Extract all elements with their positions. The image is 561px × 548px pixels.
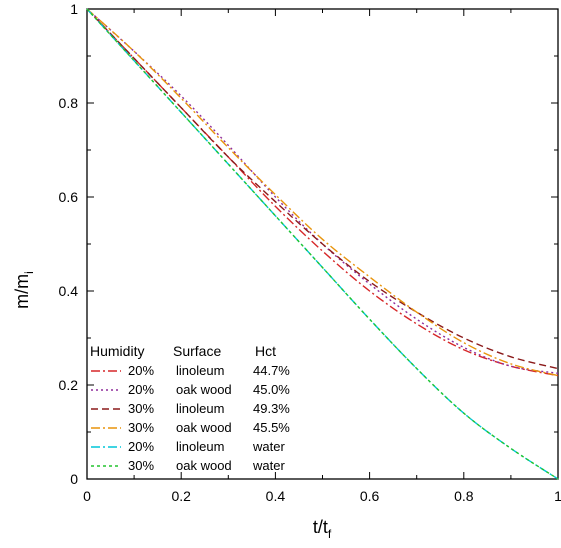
legend-hct: water: [252, 458, 285, 473]
x-tick-label: 1: [554, 488, 561, 504]
legend-header-surface: Surface: [173, 343, 221, 359]
legend-surface: oak wood: [176, 458, 232, 473]
legend-surface: linoleum: [176, 439, 224, 454]
legend-surface: oak wood: [176, 382, 232, 397]
y-tick-label: 1: [70, 1, 78, 17]
x-tick-label: 0.8: [454, 488, 474, 504]
x-tick-label: 0.2: [171, 488, 191, 504]
legend-hct: 44.7%: [253, 363, 290, 378]
legend-humidity: 20%: [128, 439, 154, 454]
legend-header-humidity: Humidity: [90, 343, 144, 359]
series-line-2: [86, 8, 559, 374]
y-axis-label: m/mi: [12, 271, 36, 309]
legend-hct: 45.0%: [253, 382, 290, 397]
legend-humidity: 20%: [128, 382, 154, 397]
x-tick-label: 0.4: [266, 488, 286, 504]
series-lines: [86, 8, 559, 480]
legend-humidity: 20%: [128, 363, 154, 378]
legend: Humidity Surface Hct 20% linoleum 44.7% 20%…: [90, 343, 290, 473]
y-tick-label: 0.8: [59, 95, 79, 111]
legend-hct: 45.5%: [253, 420, 290, 435]
y-tick-label: 0.6: [59, 189, 79, 205]
legend-surface: linoleum: [176, 401, 224, 416]
legend-surface: oak wood: [176, 420, 232, 435]
series-line-1: [86, 8, 559, 377]
legend-humidity: 30%: [128, 458, 154, 473]
y-tick-label: 0: [70, 471, 78, 487]
legend-hct: water: [252, 439, 285, 454]
x-tick-label: 0: [83, 488, 91, 504]
axis-ticks: [86, 8, 559, 480]
series-line-6: [86, 8, 559, 480]
tick-labels: 0 0.2 0.4 0.6 0.8 1 0 0.2 0.4 0.6 0.8 1: [59, 1, 561, 504]
series-line-4: [86, 8, 559, 377]
x-axis-label: t/tf: [313, 517, 332, 541]
x-tick-label: 0.6: [360, 488, 380, 504]
legend-header-hct: Hct: [255, 343, 276, 359]
y-tick-label: 0.4: [59, 283, 79, 299]
y-tick-label: 0.2: [59, 377, 79, 393]
legend-surface: linoleum: [176, 363, 224, 378]
legend-humidity: 30%: [128, 401, 154, 416]
legend-hct: 49.3%: [253, 401, 290, 416]
legend-humidity: 30%: [128, 420, 154, 435]
series-line-3: [86, 8, 559, 370]
